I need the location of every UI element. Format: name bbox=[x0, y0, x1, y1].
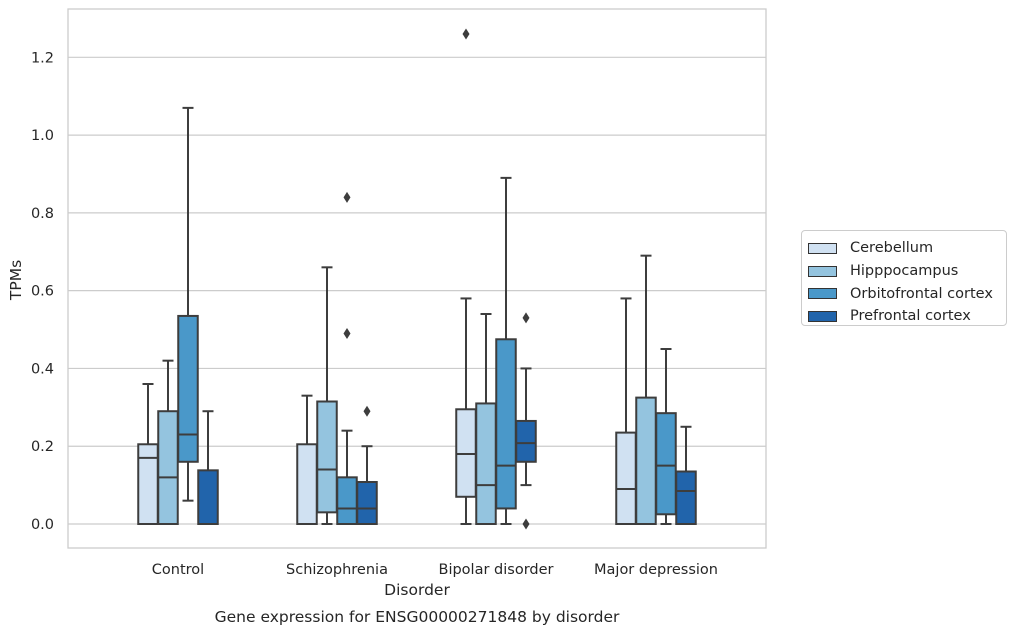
legend: Cerebellum Hipppocampus Orbitofrontal cort… bbox=[801, 230, 1007, 326]
y-tick-label: 0.2 bbox=[31, 439, 54, 455]
box-cerebellum bbox=[455, 28, 477, 525]
y-axis-label: TPMs bbox=[7, 260, 25, 301]
boxes bbox=[137, 28, 697, 530]
box-body bbox=[336, 476, 358, 525]
box-body bbox=[615, 431, 637, 525]
box-hipppocampus bbox=[475, 312, 497, 526]
box-body bbox=[137, 443, 159, 526]
box-prefrontal-cortex bbox=[515, 312, 537, 530]
legend-swatch bbox=[808, 310, 837, 322]
chart-caption: Gene expression for ENSG00000271848 by d… bbox=[215, 608, 620, 626]
x-tick-label: Bipolar disorder bbox=[439, 562, 554, 578]
box-orbitofrontal-cortex bbox=[655, 347, 677, 525]
legend-item: Hipppocampus bbox=[808, 260, 1006, 283]
y-axis-ticks: 0.0 0.2 0.4 0.6 0.8 1.0 1.2 bbox=[31, 50, 54, 533]
legend-label: Prefrontal cortex bbox=[850, 308, 971, 325]
x-axis-label: Disorder bbox=[384, 581, 450, 599]
box-body bbox=[475, 402, 497, 526]
box-prefrontal-cortex bbox=[197, 410, 219, 525]
outlier-point bbox=[522, 312, 530, 324]
box-hipppocampus bbox=[157, 359, 179, 525]
outlier-point bbox=[343, 191, 351, 203]
y-tick-label: 0.6 bbox=[31, 284, 54, 300]
outlier-point bbox=[363, 405, 371, 417]
x-axis-ticks: Control Schizophrenia Bipolar disorder Majo… bbox=[152, 562, 718, 578]
box-cerebellum bbox=[296, 394, 318, 526]
box-orbitofrontal-cortex bbox=[336, 191, 358, 525]
box-hipppocampus bbox=[635, 254, 657, 526]
legend-item: Prefrontal cortex bbox=[808, 305, 1006, 328]
y-tick-label: 0.0 bbox=[31, 517, 54, 533]
plot-frame bbox=[67, 8, 767, 549]
box-body bbox=[495, 338, 517, 510]
x-tick-label: Schizophrenia bbox=[286, 562, 388, 578]
box-orbitofrontal-cortex bbox=[177, 106, 199, 502]
box-body bbox=[675, 470, 697, 526]
outlier-point bbox=[343, 327, 351, 339]
legend-item: Cerebellum bbox=[808, 237, 1006, 260]
box-body bbox=[157, 410, 179, 525]
box-prefrontal-cortex bbox=[356, 405, 378, 526]
box-orbitofrontal-cortex bbox=[495, 176, 517, 525]
legend-swatch bbox=[808, 242, 837, 254]
box-body bbox=[356, 480, 378, 526]
legend-item: Orbitofrontal cortex bbox=[808, 282, 1006, 305]
legend-swatch bbox=[808, 288, 837, 300]
box-cerebellum bbox=[615, 297, 637, 525]
box-body bbox=[197, 469, 219, 525]
legend-label: Hipppocampus bbox=[850, 263, 959, 280]
y-tick-label: 1.0 bbox=[31, 128, 54, 144]
outlier-point bbox=[462, 28, 470, 40]
x-tick-label: Major depression bbox=[594, 562, 718, 578]
box-cerebellum bbox=[137, 382, 159, 526]
box-prefrontal-cortex bbox=[675, 425, 697, 526]
box-body bbox=[515, 419, 537, 463]
x-tick-label: Control bbox=[152, 562, 204, 578]
y-tick-label: 0.8 bbox=[31, 206, 54, 222]
legend-label: Orbitofrontal cortex bbox=[850, 285, 993, 302]
box-body bbox=[316, 400, 338, 514]
outlier-point bbox=[522, 518, 530, 530]
legend-swatch bbox=[808, 265, 837, 277]
box-body bbox=[635, 396, 657, 526]
y-tick-label: 0.4 bbox=[31, 361, 54, 377]
box-body bbox=[296, 443, 318, 526]
box-body bbox=[655, 412, 677, 516]
box-body bbox=[177, 314, 199, 463]
y-tick-label: 1.2 bbox=[31, 50, 54, 66]
box-hipppocampus bbox=[316, 266, 338, 525]
legend-label: Cerebellum bbox=[850, 240, 934, 257]
